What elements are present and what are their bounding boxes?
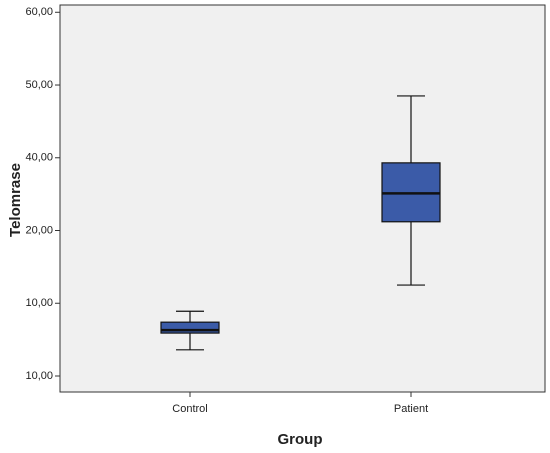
- y-axis-title: Telomrase: [7, 163, 24, 237]
- y-tick-label: 10,00: [25, 297, 53, 309]
- y-tick-label: 20,00: [25, 224, 53, 236]
- plot-area: [59, 4, 546, 393]
- x-tick-label: Control: [172, 403, 207, 415]
- box: [160, 321, 220, 334]
- y-tick-label: 50,00: [25, 79, 53, 91]
- y-tick-label: 60,00: [25, 6, 53, 18]
- x-tick-label: Patient: [394, 403, 428, 415]
- y-tick-label: 10,00: [25, 370, 53, 382]
- y-tick-label: 40,00: [25, 152, 53, 164]
- x-axis-title: Group: [278, 431, 323, 448]
